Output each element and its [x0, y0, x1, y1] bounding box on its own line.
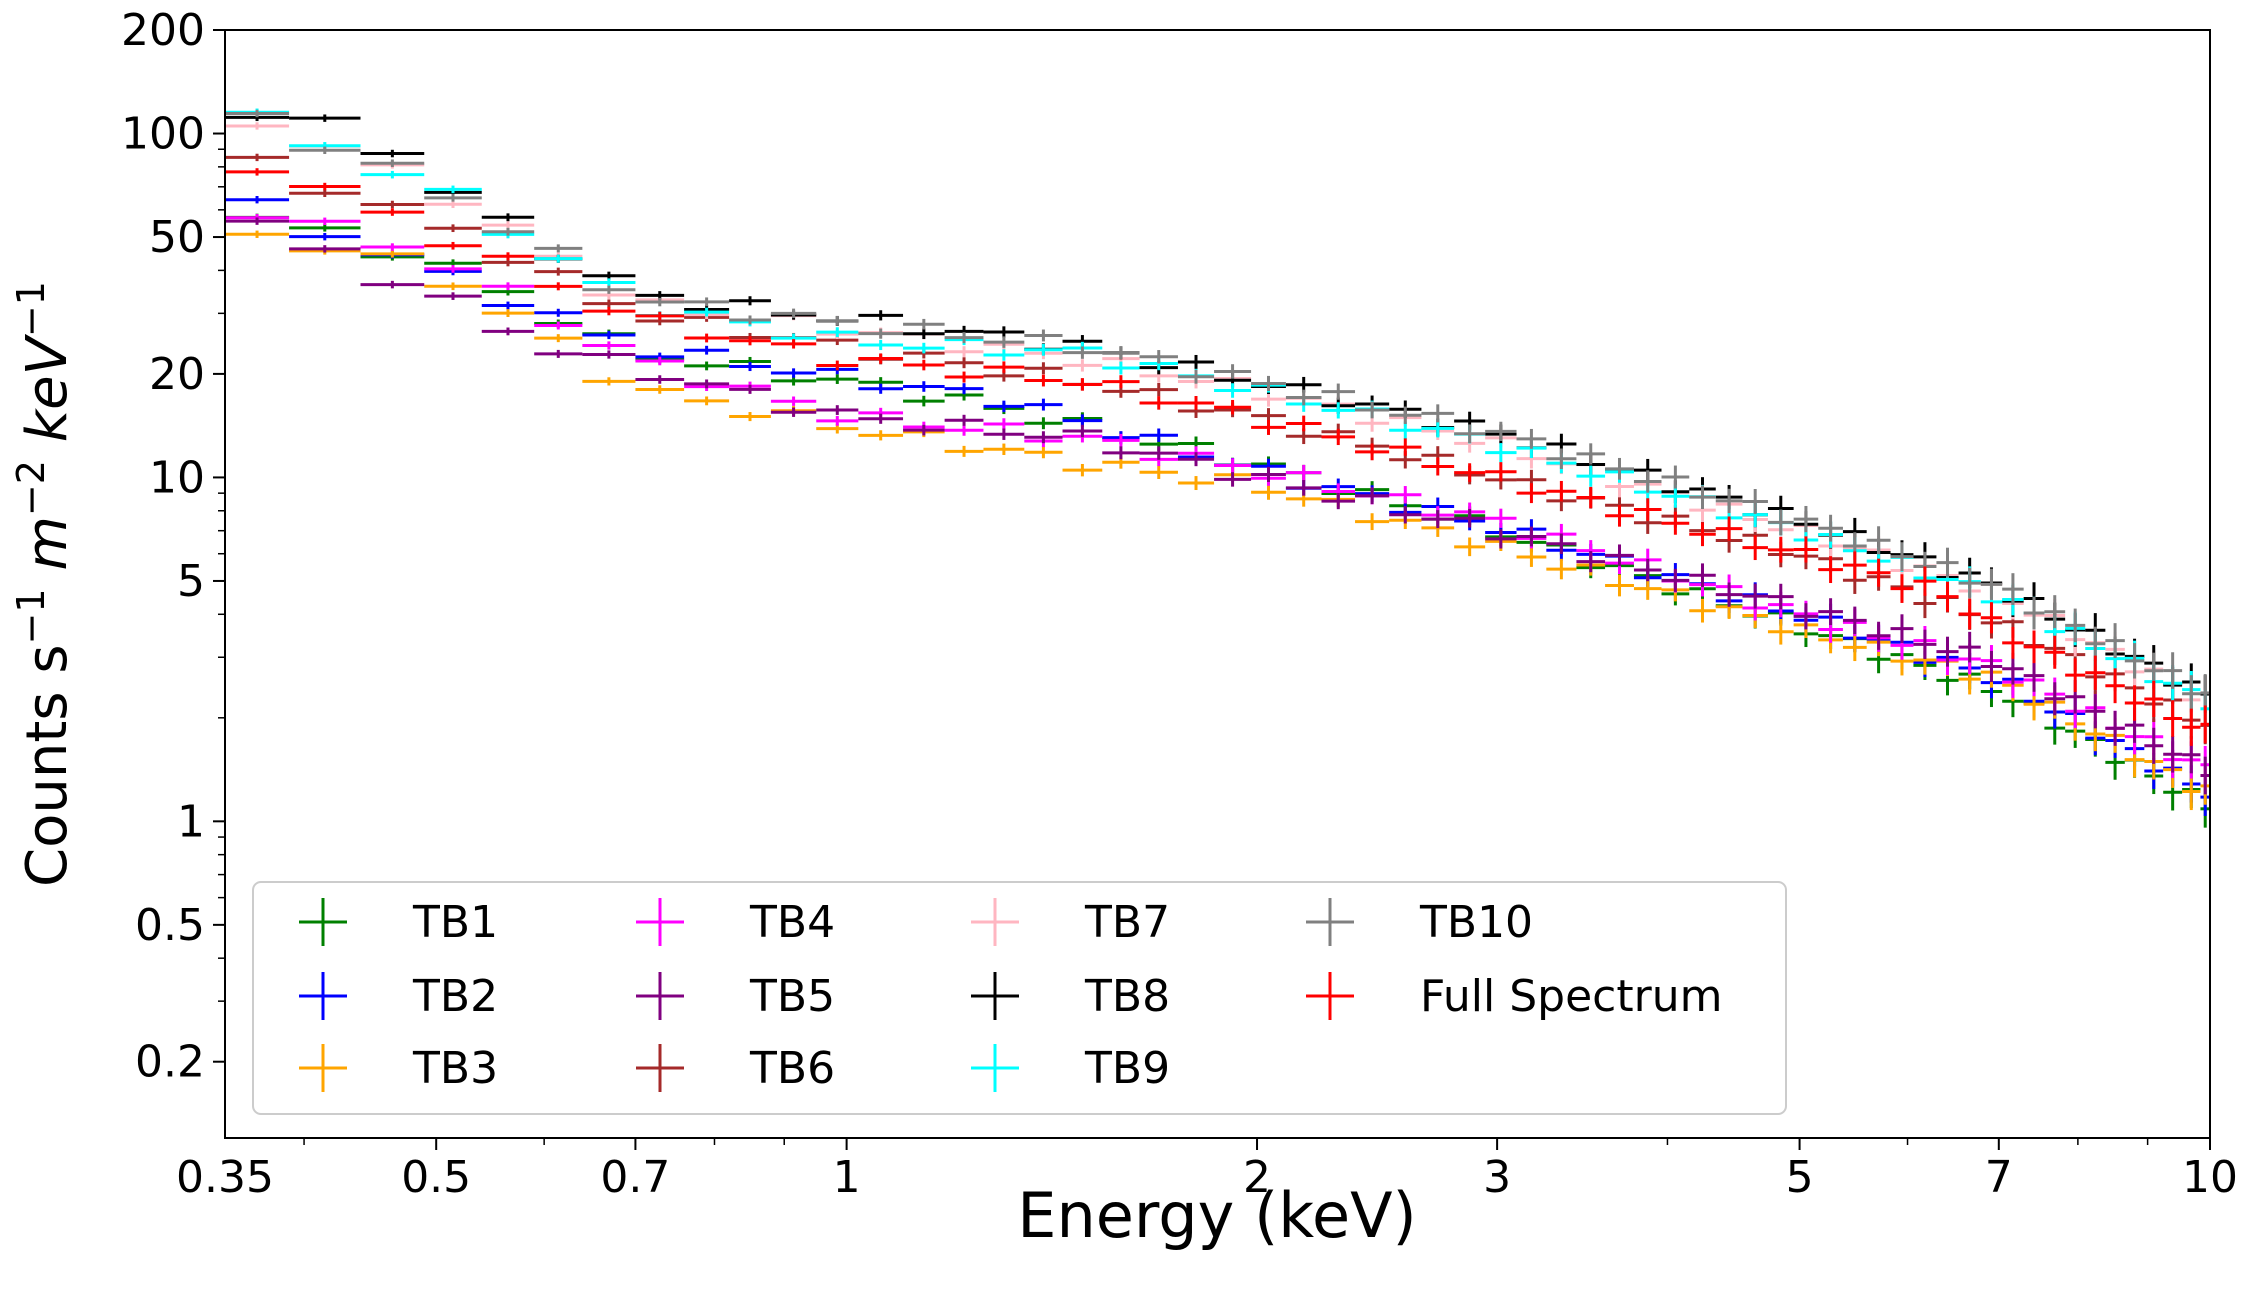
x-tick-label: 0.7 — [600, 1152, 670, 1203]
x-tick-label: 10 — [2182, 1152, 2238, 1203]
x-tick-label: 1 — [833, 1152, 861, 1203]
axis-ticks — [213, 29, 2211, 1150]
series-tb5 — [225, 217, 2210, 795]
legend-item-tb7: TB7 — [971, 897, 1170, 948]
y-tick-label: 50 — [149, 212, 205, 263]
y-axis-title: Counts s−1 m−2 keV−1 — [9, 281, 80, 887]
legend-item-tb5: TB5 — [636, 971, 835, 1022]
x-tick-label: 0.35 — [176, 1152, 274, 1203]
legend-item-full-spectrum: Full Spectrum — [1306, 971, 1722, 1022]
y-axis-title-mid: m — [15, 516, 80, 588]
plot-frame — [224, 29, 2211, 1139]
legend-label: TB4 — [749, 897, 835, 948]
series-full-spectrum — [225, 168, 2210, 746]
y-axis-title-exp1: −1 — [9, 588, 53, 644]
legend-label: TB9 — [1084, 1043, 1170, 1094]
y-tick-label: 10 — [149, 452, 205, 503]
y-tick-label: 5 — [177, 556, 205, 607]
y-tick-label: 20 — [149, 349, 205, 400]
y-axis-title-exp2: −2 — [9, 460, 53, 516]
legend-entries: TB1 TB2 TB3 TB4 TB5 TB6 TB7 TB8 TB9 TB10 Full Spec… — [299, 897, 1722, 1094]
legend-label: Full Spectrum — [1420, 971, 1722, 1022]
x-tick-label: 5 — [1786, 1152, 1814, 1203]
legend-label: TB10 — [1419, 897, 1533, 948]
legend-item-tb9: TB9 — [971, 1043, 1170, 1094]
x-tick-label: 3 — [1483, 1152, 1511, 1203]
y-tick-label: 100 — [121, 109, 205, 160]
y-tick-labels: 200 100 50 20 10 5 1 0.5 0.2 — [121, 5, 205, 1088]
legend-item-tb8: TB8 — [971, 971, 1170, 1022]
series-layer — [225, 108, 2210, 828]
legend-label: TB6 — [749, 1043, 835, 1094]
legend-label: TB5 — [749, 971, 835, 1022]
x-axis-title: Energy (keV) — [1017, 1179, 1416, 1252]
y-axis-title-exp3: −1 — [9, 281, 53, 337]
y-tick-label: 1 — [177, 796, 205, 847]
x-tick-label: 7 — [1985, 1152, 2013, 1203]
legend-label: TB8 — [1084, 971, 1170, 1022]
legend-item-tb3: TB3 — [299, 1043, 498, 1094]
legend-label: TB7 — [1084, 897, 1170, 948]
y-tick-label: 0.5 — [135, 900, 205, 951]
y-axis-title-end: keV — [15, 333, 80, 460]
x-tick-label: 2 — [1243, 1152, 1271, 1203]
legend: TB1 TB2 TB3 TB4 TB5 TB6 TB7 TB8 TB9 TB10 Full Spec… — [252, 881, 1787, 1115]
legend-label: TB2 — [412, 971, 498, 1022]
legend-item-tb2: TB2 — [299, 971, 498, 1022]
legend-item-tb10: TB10 — [1306, 897, 1533, 948]
legend-box — [252, 881, 1787, 1115]
y-tick-label: 0.2 — [135, 1037, 205, 1088]
legend-item-tb1: TB1 — [299, 897, 498, 948]
legend-item-tb6: TB6 — [636, 1043, 835, 1094]
x-tick-label: 0.5 — [401, 1152, 471, 1203]
y-tick-label: 200 — [121, 5, 205, 56]
legend-label: TB1 — [412, 897, 498, 948]
x-tick-labels: 0.35 0.5 0.7 1 2 3 5 7 10 — [176, 1152, 2238, 1203]
legend-label: TB3 — [412, 1043, 498, 1094]
legend-item-tb4: TB4 — [636, 897, 835, 948]
y-axis-title-base: Counts s — [15, 644, 80, 886]
